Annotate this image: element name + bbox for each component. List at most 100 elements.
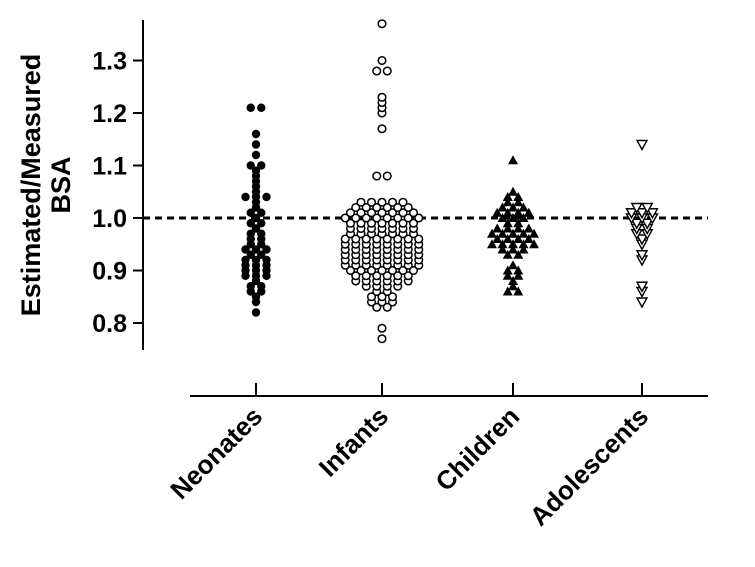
point-children bbox=[492, 223, 503, 233]
point-infants bbox=[382, 234, 392, 244]
y-axis-title-line: BSA bbox=[46, 156, 76, 213]
point-children bbox=[492, 207, 503, 217]
point-infants bbox=[351, 234, 361, 244]
point-children bbox=[513, 197, 524, 207]
point-infants bbox=[340, 234, 350, 244]
point-infants bbox=[382, 171, 392, 181]
y-tick-label: 0.8 bbox=[92, 310, 127, 338]
point-children bbox=[513, 192, 524, 201]
point-infants bbox=[403, 202, 413, 213]
point-adolescents bbox=[641, 202, 654, 214]
point-infants bbox=[408, 208, 419, 218]
point-children bbox=[508, 244, 518, 254]
point-adolescents bbox=[646, 208, 659, 220]
point-infants bbox=[377, 292, 387, 302]
point-neonates bbox=[257, 161, 266, 170]
point-children bbox=[502, 218, 513, 228]
point-infants bbox=[382, 66, 392, 76]
point-children bbox=[502, 286, 513, 296]
point-infants bbox=[377, 19, 387, 29]
point-infants bbox=[398, 265, 408, 276]
y-tick-label: 1.2 bbox=[92, 100, 127, 128]
point-children bbox=[502, 197, 513, 207]
point-neonates bbox=[241, 245, 250, 254]
point-infants bbox=[345, 218, 356, 228]
point-infants bbox=[387, 265, 398, 276]
point-adolescents bbox=[635, 281, 649, 293]
point-infants bbox=[356, 197, 366, 207]
y-tick-label: 1.0 bbox=[92, 205, 127, 233]
point-neonates bbox=[246, 282, 255, 291]
point-neonates bbox=[246, 103, 255, 112]
point-infants bbox=[387, 208, 398, 218]
point-neonates bbox=[251, 129, 261, 139]
point-infants bbox=[393, 234, 403, 244]
point-neonates bbox=[246, 208, 255, 217]
point-neonates bbox=[251, 245, 261, 254]
point-children bbox=[508, 228, 518, 238]
x-tick-label-neonates: Neonates bbox=[164, 401, 268, 505]
point-children bbox=[508, 202, 518, 212]
point-children bbox=[492, 234, 503, 243]
point-children bbox=[508, 186, 518, 196]
point-adolescents bbox=[635, 297, 649, 309]
point-neonates bbox=[262, 255, 271, 265]
point-neonates bbox=[257, 250, 266, 259]
point-children bbox=[508, 276, 518, 285]
point-infants bbox=[372, 234, 382, 244]
point-neonates bbox=[257, 229, 266, 238]
point-infants bbox=[366, 218, 377, 228]
point-infants bbox=[366, 208, 377, 218]
point-neonates bbox=[251, 308, 261, 317]
point-children bbox=[487, 239, 497, 249]
point-infants bbox=[403, 213, 413, 223]
point-infants bbox=[361, 213, 371, 223]
point-neonates bbox=[241, 255, 250, 265]
point-children bbox=[508, 239, 518, 249]
point-neonates bbox=[251, 255, 261, 265]
point-infants bbox=[340, 213, 350, 223]
point-children bbox=[513, 270, 524, 280]
point-adolescents bbox=[630, 202, 643, 214]
point-neonates bbox=[251, 166, 261, 175]
point-neonates bbox=[262, 245, 271, 254]
point-children bbox=[497, 244, 508, 254]
point-children bbox=[502, 270, 513, 280]
point-infants bbox=[372, 213, 382, 223]
point-neonates bbox=[241, 192, 250, 202]
point-infants bbox=[345, 208, 356, 218]
y-tick-label: 1.1 bbox=[92, 153, 127, 181]
point-neonates bbox=[251, 140, 261, 149]
point-children bbox=[513, 234, 524, 243]
point-infants bbox=[382, 202, 392, 213]
point-infants bbox=[345, 265, 356, 276]
point-infants bbox=[366, 197, 377, 207]
x-tick-label-children: Children bbox=[429, 401, 525, 497]
point-neonates bbox=[251, 292, 261, 301]
point-infants bbox=[398, 197, 408, 207]
point-infants bbox=[377, 323, 387, 333]
point-infants bbox=[356, 265, 366, 276]
point-adolescents bbox=[635, 139, 649, 151]
point-infants bbox=[372, 66, 382, 76]
point-infants bbox=[414, 213, 424, 223]
point-children bbox=[523, 207, 534, 217]
point-children bbox=[518, 228, 529, 238]
point-children bbox=[518, 244, 529, 254]
point-infants bbox=[351, 202, 361, 213]
point-children bbox=[497, 213, 508, 222]
point-infants bbox=[408, 218, 419, 228]
point-infants bbox=[366, 292, 377, 302]
point-neonates bbox=[246, 219, 255, 228]
point-infants bbox=[377, 218, 387, 228]
point-infants bbox=[387, 197, 398, 207]
point-children bbox=[518, 213, 529, 222]
point-infants bbox=[377, 55, 387, 66]
point-infants bbox=[372, 202, 382, 213]
point-infants bbox=[372, 271, 382, 281]
point-children bbox=[513, 249, 524, 259]
point-adolescents bbox=[635, 250, 649, 262]
point-neonates bbox=[257, 219, 266, 228]
